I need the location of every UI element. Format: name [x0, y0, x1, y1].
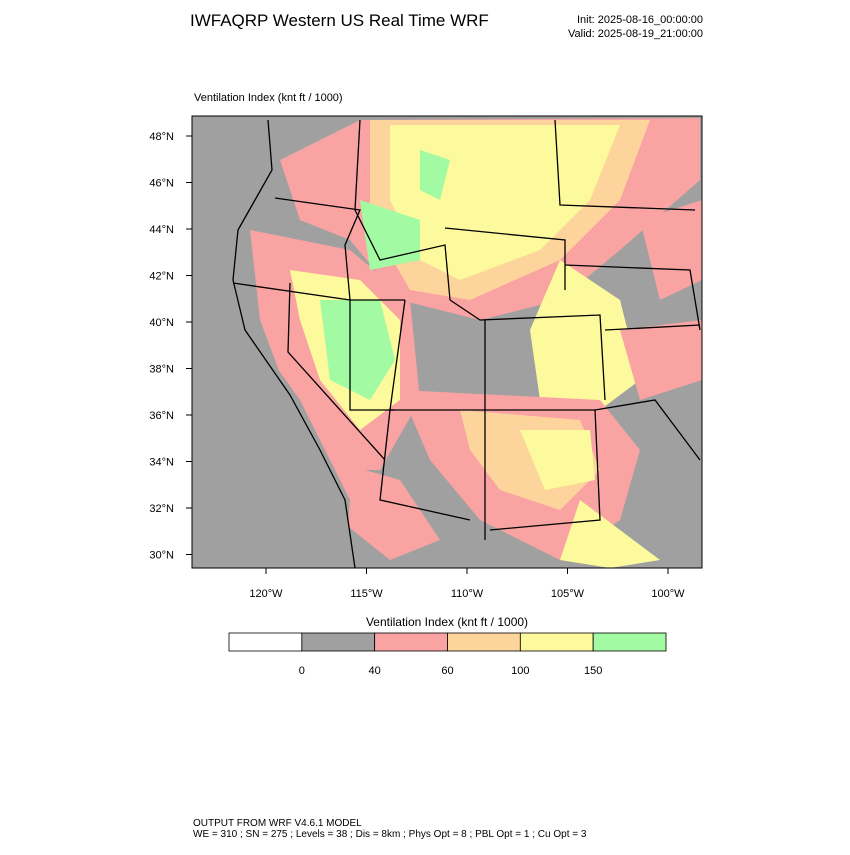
colorbar-box	[301, 632, 376, 652]
init-time: Init: 2025-08-16_00:00:00	[577, 14, 703, 26]
lat-label: 48°N	[149, 131, 174, 143]
lon-label: 110°W	[451, 588, 484, 600]
lat-label: 36°N	[149, 410, 174, 422]
colorbar-box	[519, 632, 594, 652]
colorbar-tick-label: 100	[511, 665, 529, 677]
lon-label: 105°W	[551, 588, 585, 600]
colorbar-box	[228, 632, 303, 652]
map-frame	[191, 115, 703, 569]
lon-labels: 120°W 115°W 110°W 105°W 100°W	[249, 568, 685, 600]
lat-labels: 48°N 46°N 44°N 42°N 40°N 38°N 36°N 34°N 32°N 30°N	[149, 131, 192, 562]
colorbar-tick-label: 60	[441, 665, 453, 677]
ocean	[192, 116, 350, 568]
colorbar-tick-label: 40	[369, 665, 381, 677]
lon-label: 115°W	[350, 588, 383, 600]
lon-label: 120°W	[249, 588, 283, 600]
colorbar-tick-label: 0	[299, 665, 305, 677]
lat-label: 30°N	[149, 550, 174, 562]
field-shading	[250, 118, 702, 568]
colorbar-box	[592, 632, 667, 652]
map	[192, 116, 702, 568]
lon-label: 100°W	[651, 588, 685, 600]
lat-label: 42°N	[149, 271, 174, 283]
lat-label: 46°N	[149, 178, 174, 190]
state-borders	[232, 119, 701, 568]
lat-label: 32°N	[149, 503, 174, 515]
lat-label: 34°N	[149, 457, 174, 469]
colorbar-title: Ventilation Index (knt ft / 1000)	[366, 615, 528, 629]
footer-line: WE = 310 ; SN = 275 ; Levels = 38 ; Dis …	[193, 829, 587, 840]
colorbar-tick-label: 150	[584, 665, 602, 677]
footer-line: OUTPUT FROM WRF V4.6.1 MODEL	[193, 818, 362, 829]
lat-label: 38°N	[149, 364, 174, 376]
title: IWFAQRP Western US Real Time WRF	[190, 11, 489, 30]
lat-label: 40°N	[149, 317, 174, 329]
map-subtitle: Ventilation Index (knt ft / 1000)	[194, 92, 343, 104]
colorbar-box	[374, 632, 448, 652]
valid-time: Valid: 2025-08-19_21:00:00	[568, 28, 703, 40]
colorbar-box	[447, 632, 521, 652]
colorbar: 0 40 60 100 150	[228, 632, 667, 677]
lat-label: 44°N	[149, 224, 174, 236]
